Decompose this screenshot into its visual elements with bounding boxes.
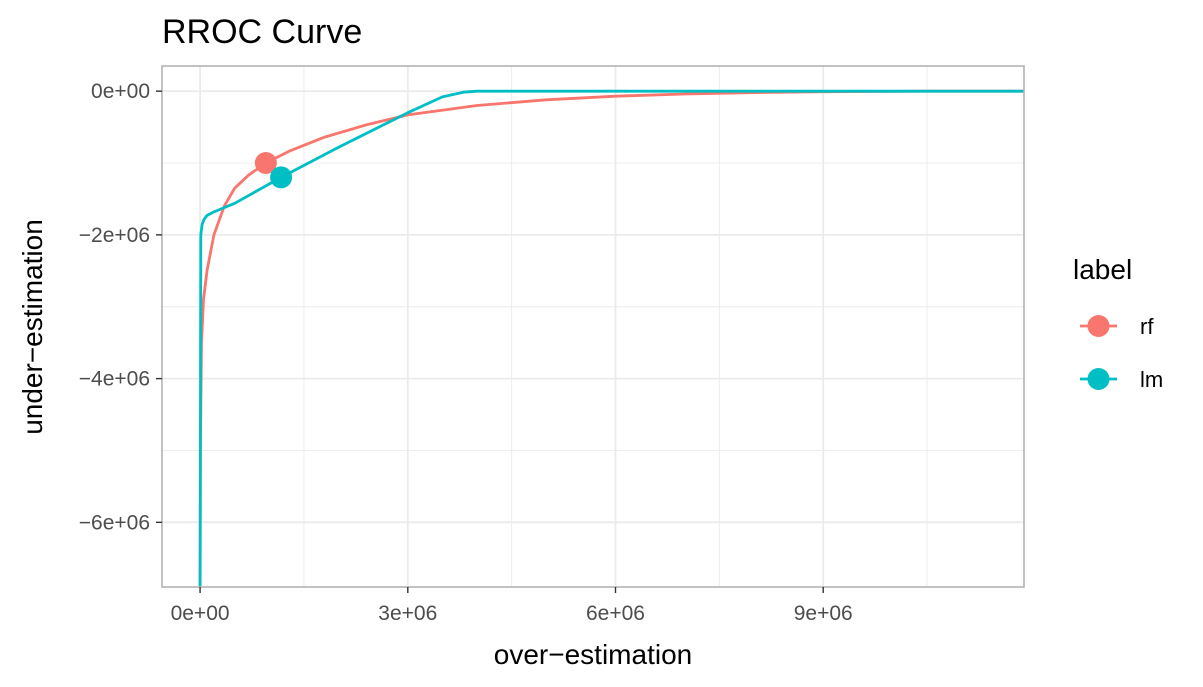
series-point-rf (254, 152, 277, 175)
x-axis-title: over−estimation (494, 639, 692, 670)
chart-title: RROC Curve (162, 13, 362, 51)
x-tick-label: 3e+06 (378, 602, 437, 625)
legend-label-lm: lm (1140, 367, 1163, 392)
x-axis-ticks: 0e+00 3e+06 6e+06 9e+06 (171, 587, 853, 625)
x-tick-label: 0e+00 (171, 602, 230, 625)
y-axis-title: under−estimation (17, 219, 48, 435)
legend-point-rf (1087, 315, 1110, 337)
series-point-lm (270, 166, 293, 189)
y-axis-ticks: 0e+00 −2e+06 −4e+06 −6e+06 (79, 80, 162, 534)
legend-label-rf: rf (1140, 314, 1154, 339)
x-tick-label: 6e+06 (586, 602, 645, 625)
legend: label rf lm (1073, 254, 1163, 392)
legend-point-lm (1087, 368, 1110, 390)
y-tick-label: −6e+06 (79, 511, 150, 534)
y-tick-label: −2e+06 (79, 224, 150, 247)
x-tick-label: 9e+06 (794, 602, 853, 625)
major-grid (162, 66, 1024, 587)
series-line-rf (198, 89, 1024, 588)
panel-border (161, 65, 1025, 588)
series-line-lm (198, 89, 1024, 588)
series-layer (198, 89, 1024, 588)
y-tick-label: −4e+06 (79, 368, 150, 391)
y-tick-label: 0e+00 (91, 80, 150, 103)
legend-title: label (1073, 254, 1132, 285)
minor-grid (162, 66, 1024, 587)
